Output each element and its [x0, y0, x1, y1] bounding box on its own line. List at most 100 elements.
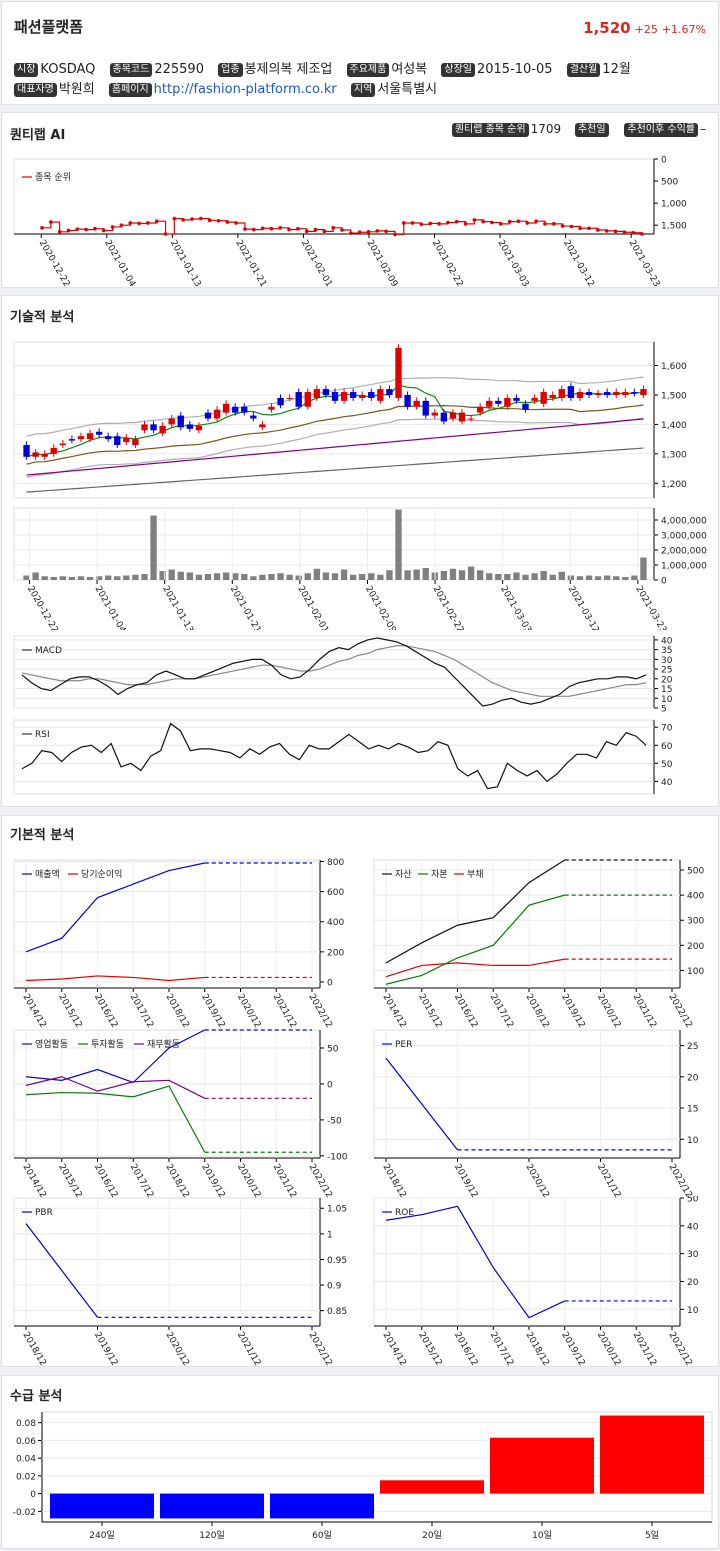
pbr-series-line: [25, 1223, 98, 1318]
tag-listing: 상장일: [441, 63, 475, 77]
supply-x-tick-label: 10일: [532, 1530, 552, 1541]
candle-body: [123, 437, 130, 443]
fin1-x-tick-label: 2021/12: [271, 993, 298, 1029]
volume-y-tick-label: 0: [661, 577, 667, 587]
tag-code: 종목코드: [109, 63, 153, 77]
cashflow-chart: 50 0 -50 -100 2014/12 2015/12 2016/12 2017/12 20…: [13, 1029, 348, 1199]
candle-body: [395, 347, 402, 398]
candle-ma-60: [26, 404, 644, 465]
candle-body: [232, 406, 239, 413]
supply-bar: [380, 1480, 484, 1494]
candle-body: [86, 433, 94, 440]
roe-chart: 10 20 30 40 50 2014/12 2015/12 2016/12 2017/12 20…: [373, 1196, 699, 1367]
rank-point: [146, 221, 150, 225]
roe-series-line: [385, 1205, 566, 1319]
val-region: 서울특별시: [377, 82, 438, 97]
volume-bar: [322, 572, 330, 580]
rank-point: [419, 222, 424, 227]
volume-bar: [141, 574, 148, 580]
volume-bar: [594, 576, 602, 580]
volume-bar: [177, 571, 184, 580]
candle-body: [431, 412, 438, 416]
fin3-legend-label: 재무활동: [147, 1038, 180, 1050]
candle-body: [277, 397, 284, 406]
supply-title: 수급 분석: [10, 1389, 63, 1404]
candle-body: [603, 392, 611, 395]
rank-point: [278, 226, 283, 230]
candle-body: [594, 393, 602, 395]
tag-region: 지역: [350, 83, 376, 97]
per-x-tick-label: 2022/12: [666, 1163, 693, 1199]
roe-x-tick-label: 2021/12: [631, 1331, 658, 1367]
volume-bar: [340, 569, 348, 580]
rsi-legend-label: RSI: [35, 730, 50, 740]
candle-ma-long: [26, 447, 644, 493]
fund-card: 기본적 분석 0 200 400 600 800 2014/12 2015/12 2016/1…: [1, 815, 719, 1367]
candle-body: [304, 392, 311, 407]
per-y-tick-label: 15: [687, 1105, 698, 1115]
tag-return: 추천이후 수익률: [624, 123, 698, 137]
candle-body: [114, 436, 121, 446]
roe-y-tick-label: 40: [687, 1222, 699, 1232]
rank-point: [137, 221, 141, 226]
volume-bar: [313, 568, 321, 580]
rank-point: [84, 227, 88, 232]
roe-x-tick-label: 2022/12: [666, 1331, 693, 1367]
supply-x-tick-label: 120일: [199, 1530, 224, 1541]
volume-bar: [132, 574, 139, 580]
fin1-series-line: [25, 975, 205, 982]
fin3-x-tick-label: 2014/12: [20, 1163, 47, 1199]
rank-legend-label: 종목 순위: [35, 172, 71, 183]
rank-point: [66, 228, 71, 233]
volume-plot-area: [13, 507, 655, 581]
macd-signal-line: [21, 645, 647, 697]
volume-x-tick-label: 2021-01-13: [160, 585, 195, 631]
volume-bar: [77, 576, 85, 580]
rank-x-tick-label: 2021-02-01: [299, 239, 334, 288]
pbr-legend-label: PBR: [35, 1208, 53, 1218]
fin3-legend-label: 영업활동: [35, 1038, 68, 1050]
candle-y-tick-label: 1,300: [661, 450, 687, 460]
fin2-y-tick-label: 200: [687, 942, 704, 952]
candle-body: [640, 389, 647, 395]
rank-point: [349, 231, 353, 235]
rank-point: [313, 227, 318, 232]
candle-body: [132, 439, 139, 446]
candle-body: [531, 397, 538, 401]
stock-name: 패션플랫폼: [14, 18, 84, 36]
supply-y-tick-label: 0.08: [16, 1419, 36, 1429]
pbr-y-tick-label: 0.85: [327, 1307, 347, 1317]
volume-bar: [476, 570, 484, 580]
fin2-plot-area: [373, 859, 681, 989]
fin3-legend-label: 투자활동: [91, 1038, 124, 1050]
candle-body: [186, 424, 194, 429]
rank-point: [163, 232, 168, 236]
rank-point: [172, 216, 177, 221]
homepage-link[interactable]: http://fashion-platform.co.kr: [153, 82, 337, 97]
ai-title: 퀀티랩 AI: [10, 128, 66, 143]
rank-plot-area: [13, 158, 655, 235]
per-x-tick-label: 2018/12: [380, 1163, 407, 1199]
candle-body: [359, 394, 366, 398]
candle-body: [368, 392, 375, 398]
rank-x-tick-label: 2021-03-12: [561, 239, 596, 288]
supply-bar: [270, 1493, 374, 1519]
roe-x-tick-label: 2016/12: [452, 1331, 479, 1367]
macd-y-tick-label: 5: [661, 705, 667, 713]
volume-bar: [68, 577, 76, 580]
rank-point: [446, 220, 450, 225]
volume-bar: [50, 577, 57, 580]
candle-body: [250, 415, 257, 419]
rank-point: [534, 219, 538, 224]
volume-x-tick-label: 2021-02-22: [430, 585, 465, 631]
rank-point: [587, 226, 591, 231]
fin2-legend-label: 자산: [395, 869, 412, 880]
rank-y-tick-label: 0: [661, 156, 667, 166]
fin3-x-tick-label: 2017/12: [128, 1163, 155, 1199]
fin1-x-tick-label: 2015/12: [56, 993, 83, 1029]
rsi-chart: 40 50 60 70 RSI: [13, 719, 673, 795]
volume-bar: [32, 572, 39, 580]
fin1-x-tick-label: 2017/12: [128, 993, 155, 1029]
rank-point: [543, 222, 547, 226]
rank-x-tick-label: 2021-01-13: [168, 239, 203, 288]
